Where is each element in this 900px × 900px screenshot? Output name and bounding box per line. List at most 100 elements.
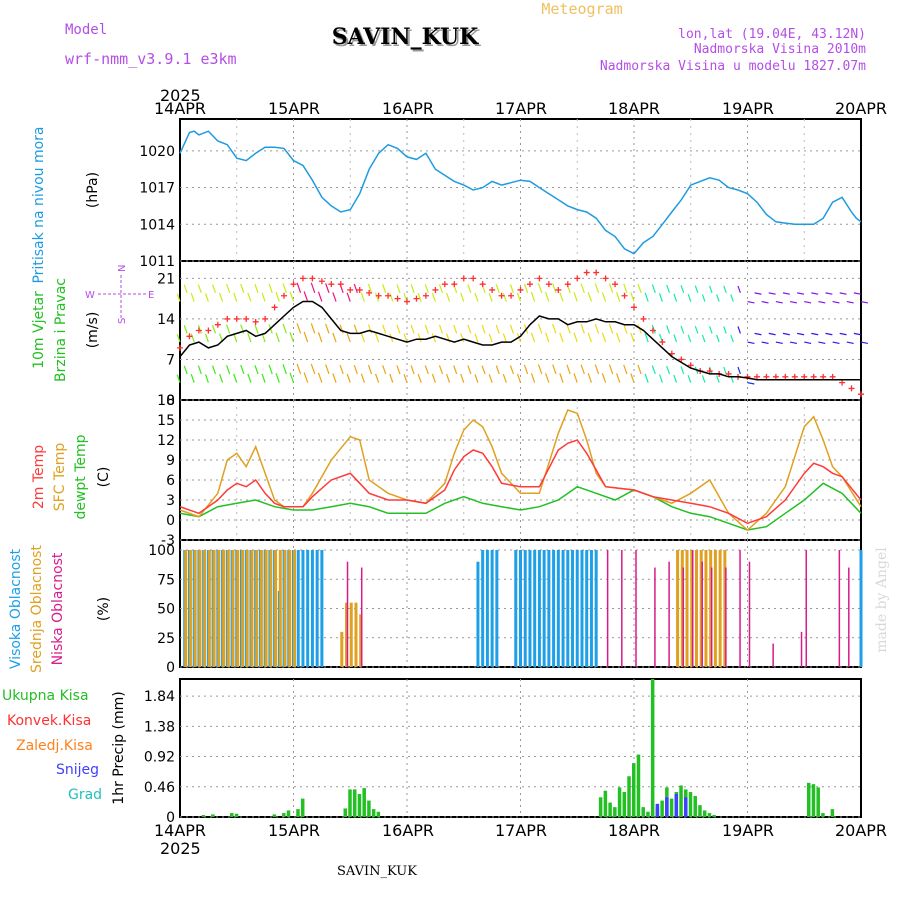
bottom-date-3: 17APR <box>495 821 547 840</box>
wind-barb <box>310 363 316 375</box>
wind-barb <box>616 373 621 383</box>
cloud-bar <box>346 561 349 667</box>
gust-marker <box>517 286 524 293</box>
cloud-bar <box>710 567 713 667</box>
cloud-bar <box>476 561 480 667</box>
cloud-bar <box>704 550 708 667</box>
gust-marker <box>233 315 240 322</box>
wind-barb <box>573 373 578 383</box>
gust-marker <box>356 286 363 293</box>
wind-barb <box>424 284 429 294</box>
cloud-bars <box>183 550 863 667</box>
wind-barb <box>601 292 607 302</box>
gust-marker <box>621 292 628 299</box>
cloud-bar <box>699 550 703 667</box>
wind-barb <box>219 292 224 302</box>
y-tick-label: 7 <box>166 352 175 368</box>
legend-total: Ukupna Kisa <box>2 688 89 704</box>
cloud-bar <box>293 550 296 667</box>
wind-barb <box>254 365 259 375</box>
wind-barb <box>601 373 607 383</box>
precip-bar <box>693 795 697 817</box>
gust-marker <box>801 373 808 380</box>
precip-bar <box>622 792 627 817</box>
model-name: wrf-nmm_v3.9.1 e3km <box>65 50 237 68</box>
wind-barb <box>694 325 699 334</box>
wind-barb <box>204 293 209 302</box>
wind-barb <box>716 294 720 302</box>
y-tick-label: 0 <box>166 810 175 826</box>
wind-barb <box>637 364 642 375</box>
gust-marker <box>536 275 543 282</box>
gust-marker <box>508 292 515 299</box>
wind-barb <box>289 332 295 343</box>
gust-marker <box>309 275 316 282</box>
gust-marker <box>829 373 836 380</box>
y-tick-label: 14 <box>157 312 175 328</box>
wind-barb <box>601 332 607 343</box>
wind-barb <box>694 285 699 294</box>
precip-bar <box>679 785 683 817</box>
wind-barb <box>346 292 351 302</box>
cloud-bar <box>552 550 556 667</box>
precip-bar <box>806 782 811 817</box>
wind-barb <box>360 373 366 383</box>
compass-n: N <box>117 265 128 272</box>
cloud-bar <box>360 567 363 667</box>
precip-bar <box>650 679 655 817</box>
pressure-unit: (hPa) <box>85 172 101 208</box>
wind-barb <box>737 326 741 334</box>
wind-barb <box>460 333 465 343</box>
wind-barb <box>580 283 585 294</box>
gust-marker <box>262 315 269 322</box>
cloud-bar <box>723 550 727 667</box>
wind-barb <box>481 365 486 375</box>
wind-barb <box>708 285 713 294</box>
pressure-panel: Pritisak na nivou mora (hPa) 1020 1017 101… <box>31 126 862 284</box>
wind-barb <box>488 333 493 343</box>
y-tick-label: 1014 <box>139 217 175 233</box>
wind-barb <box>523 364 529 375</box>
wind-panel: 10m Vjetar Brzina i Pravac (m/s) W E N S… <box>31 265 868 409</box>
cloud-bar <box>269 550 273 667</box>
wind-barb <box>289 291 295 302</box>
precip-bar <box>371 809 376 817</box>
gust-marker <box>810 373 817 380</box>
cloud-bar <box>685 550 689 667</box>
wind-barb <box>530 373 536 383</box>
top-date-0: 14APR <box>154 99 206 118</box>
y-tick-label: 0.92 <box>144 750 175 766</box>
cloud-bar <box>240 550 244 667</box>
precip-bar <box>627 776 631 817</box>
wind-barb <box>552 283 557 294</box>
wind-barb <box>552 364 557 375</box>
wind-barb <box>651 365 656 375</box>
gust-marker <box>394 295 401 302</box>
wind-barb <box>353 324 358 334</box>
cloud-panel: Visoka Oblacnost Srednja Oblacnost Niska… <box>8 543 890 676</box>
wind-barb <box>789 300 798 304</box>
precip-bar <box>811 784 816 817</box>
y-tick-label: 15 <box>157 413 175 429</box>
gust-marker <box>753 373 760 380</box>
y-tick-label: 0.46 <box>144 780 175 796</box>
precip-bar <box>603 790 608 817</box>
gust-marker <box>820 373 827 380</box>
wind-barb <box>254 324 259 334</box>
wind-barb <box>275 332 280 343</box>
y-tick-label: 21 <box>157 271 175 287</box>
wind-barb <box>296 282 302 294</box>
compass-e: E <box>148 290 154 301</box>
wind-barb <box>460 292 465 302</box>
gust-marker <box>763 373 770 380</box>
y-tick-label: 0 <box>166 513 175 529</box>
top-date-labels: 14APR 15APR 16APR 17APR 18APR 19APR 20AP… <box>154 99 887 118</box>
wind-barb <box>566 324 571 334</box>
cloud-bar <box>859 550 863 667</box>
wind-barb <box>573 292 578 302</box>
y-tick-label: 9 <box>166 453 175 469</box>
precip-ylabel: 1hr Precip (mm) <box>111 691 127 804</box>
wind-barb <box>680 325 685 334</box>
precip-bar <box>211 814 215 817</box>
wind-barb <box>509 284 514 294</box>
